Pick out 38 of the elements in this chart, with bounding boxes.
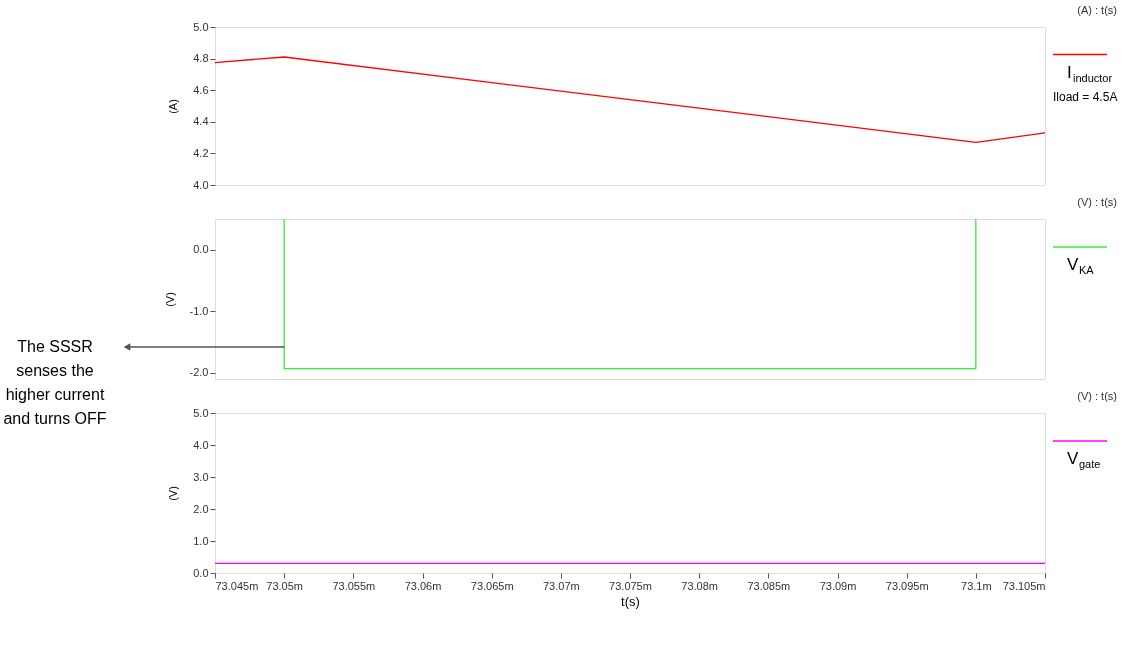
x-tick-label: 73.095m — [885, 579, 929, 592]
y-tick-label: 0.0 — [193, 566, 209, 579]
x-tick-label: 73.05m — [266, 579, 304, 592]
text: (A) : t(s) — [1077, 4, 1117, 16]
y-tick-label: 4.0 — [193, 438, 209, 451]
x-tick-label: 73.075m — [609, 579, 652, 592]
y-tick-label: -1.0 — [189, 304, 209, 317]
y-axis-title: (V) — [167, 486, 180, 501]
y-axis-title: (V) — [163, 292, 176, 307]
x-tick-label: 73.09m — [819, 579, 857, 592]
x-tick-label: 73.065m — [470, 579, 514, 592]
y-tick-label: 4.2 — [193, 146, 209, 159]
x-tick-label: 73.055m — [332, 579, 376, 592]
text: Iload = 4.5A — [1053, 89, 1118, 104]
x-tick-label: 73.06m — [404, 579, 442, 592]
y-tick-label: 3.0 — [193, 470, 209, 483]
y-tick-label: 4.0 — [193, 178, 209, 191]
line-series — [214, 56, 1046, 143]
x-tick-label: 73.045m — [215, 579, 259, 592]
y-tick-label: 5.0 — [193, 406, 209, 419]
y-axis-title: (A) — [167, 99, 180, 114]
x-tick-label: 73.1m — [961, 579, 992, 592]
x-axis-title: t(s) — [621, 593, 640, 609]
y-tick-label: 1.0 — [193, 534, 209, 547]
x-tick-label: 73.105m — [1002, 579, 1046, 592]
x-tick-label: 73.07m — [542, 579, 580, 592]
y-tick-label: 2.0 — [193, 502, 209, 515]
y-tick-label: -2.0 — [189, 366, 209, 379]
text: (V) : t(s) — [1077, 390, 1117, 402]
y-tick-label: 4.8 — [193, 52, 209, 65]
y-tick-label: 0.0 — [193, 243, 209, 256]
y-tick-label: 5.0 — [193, 20, 209, 33]
x-tick-label: 73.08m — [681, 579, 719, 592]
annotation: The SSSR senses the higher current and turns OFF — [3, 338, 107, 427]
y-tick-label: 4.4 — [193, 115, 209, 128]
y-tick-label: 4.6 — [193, 83, 209, 96]
x-tick-label: 73.085m — [747, 579, 791, 592]
text: (V) : t(s) — [1077, 196, 1117, 208]
